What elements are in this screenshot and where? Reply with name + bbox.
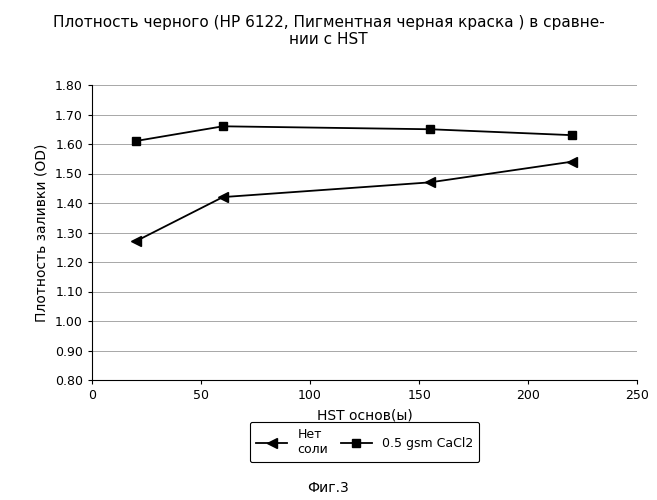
X-axis label: HST основ(ы): HST основ(ы) [317,409,413,423]
Legend: Нет
соли, 0.5 gsm CaCl2: Нет соли, 0.5 gsm CaCl2 [250,422,480,462]
Y-axis label: Плотность заливки (OD): Плотность заливки (OD) [34,144,48,322]
Text: Плотность черного (HP 6122, Пигментная черная краска ) в сравне-
нии с HST: Плотность черного (HP 6122, Пигментная ч… [53,15,604,48]
Text: Фиг.3: Фиг.3 [307,481,350,495]
